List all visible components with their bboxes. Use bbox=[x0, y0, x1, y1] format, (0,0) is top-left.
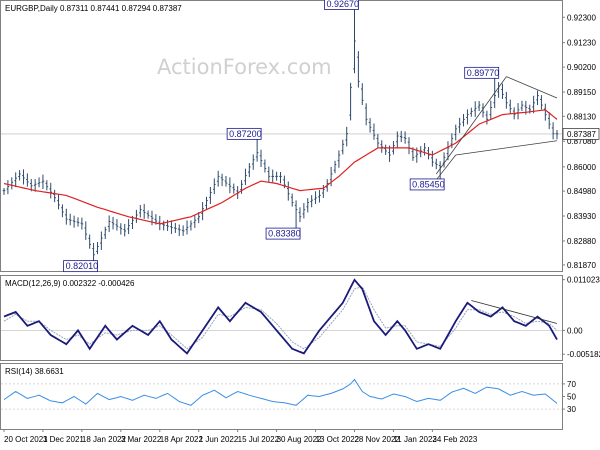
price-header: EURGBP,Daily 0.87311 0.87441 0.87294 0.8… bbox=[5, 4, 182, 13]
macd-line bbox=[3, 278, 558, 355]
annotation-box bbox=[63, 260, 98, 273]
macd-y-tick-label: 0.011023 bbox=[567, 276, 600, 285]
annotation-label: 0.87200 bbox=[229, 129, 262, 139]
price-y-tick-label: 0.83930 bbox=[567, 212, 596, 221]
price-annotations: 0.82010 0.87200 0.83380 0.92670 0.85450 0.897… bbox=[63, 0, 500, 273]
channel-line bbox=[455, 140, 558, 156]
date-tick-label: 3 Mar 2022 bbox=[121, 435, 162, 444]
moving-average bbox=[3, 109, 558, 225]
rsi-y-tick-label: 70 bbox=[567, 380, 576, 389]
annotation-label: 0.92670 bbox=[326, 0, 359, 9]
price-panel-frame bbox=[0, 0, 563, 272]
annotation-box bbox=[409, 178, 445, 191]
rsi-panel-frame bbox=[0, 363, 563, 430]
price-y-tick-label: 0.81870 bbox=[567, 261, 596, 270]
price-y-tick-label: 0.87080 bbox=[567, 137, 596, 146]
last-price-label: 0.87387 bbox=[567, 130, 596, 139]
annotation-box bbox=[324, 0, 359, 10]
rsi-y-tick-label: 30 bbox=[567, 405, 576, 414]
macd-lines bbox=[1, 278, 562, 355]
date-tick-label: 11 Jan 2023 bbox=[393, 435, 437, 444]
macd-y-tick-label: -0.005182 bbox=[567, 350, 600, 359]
annotation-box bbox=[226, 127, 262, 140]
date-tick-label: 3 Dec 2021 bbox=[43, 435, 84, 444]
channel-line bbox=[506, 76, 558, 99]
annotation-box bbox=[265, 227, 301, 240]
date-tick-label: 18 Apr 2022 bbox=[160, 435, 204, 444]
macd-y-tick-label: 0.00 bbox=[567, 326, 583, 335]
price-y-tick-label: 0.88130 bbox=[567, 112, 596, 121]
price-y-tick-label: 0.86000 bbox=[567, 163, 596, 172]
price-y-tick-label: 0.82880 bbox=[567, 237, 596, 246]
annotation-label: 0.83380 bbox=[268, 229, 301, 239]
macd-header: MACD(12,26,9) 0.002322 -0.000426 bbox=[5, 279, 135, 288]
annotation-label: 0.89770 bbox=[467, 68, 500, 78]
price-y-tick-label: 0.91230 bbox=[567, 39, 596, 48]
watermark: ActionForex.com bbox=[157, 55, 332, 79]
price-y-tick-label: 0.89150 bbox=[567, 88, 596, 97]
annotation-label: 0.85450 bbox=[412, 179, 445, 189]
channel-line bbox=[435, 76, 507, 175]
rsi-line bbox=[3, 378, 558, 406]
price-bars bbox=[2, 8, 559, 262]
rsi-y-axis: 70 50 30 bbox=[562, 380, 576, 414]
price-channel bbox=[435, 76, 558, 181]
last-price-line: 0.87387 bbox=[1, 128, 600, 140]
annotation-box bbox=[464, 66, 500, 79]
date-tick-label: 28 Nov 2022 bbox=[354, 435, 400, 444]
macd-y-axis: 0.011023 0.00 -0.005182 bbox=[562, 276, 600, 359]
rsi-lines bbox=[1, 378, 562, 410]
price-y-tick-label: 0.84980 bbox=[567, 187, 596, 196]
rsi-y-tick-label: 50 bbox=[567, 393, 576, 402]
date-tick-label: 13 Oct 2022 bbox=[316, 435, 360, 444]
price-y-tick-label: 0.92300 bbox=[567, 13, 596, 22]
macd-signal-line bbox=[3, 286, 558, 350]
date-tick-label: 15 Jul 2022 bbox=[238, 435, 280, 444]
price-y-axis: 0.92300 0.91230 0.90200 0.89150 0.88130 0.870… bbox=[562, 13, 596, 270]
date-tick-label: 24 Feb 2023 bbox=[432, 435, 477, 444]
last-price-box bbox=[562, 128, 600, 140]
date-tick-label: 1 Jun 2022 bbox=[199, 435, 239, 444]
rsi-header: RSI(14) 38.6631 bbox=[5, 367, 64, 376]
moving-average-line bbox=[3, 109, 558, 225]
date-tick-label: 30 Aug 2022 bbox=[277, 435, 322, 444]
macd-panel-frame bbox=[0, 275, 563, 361]
annotation-label: 0.82010 bbox=[66, 261, 99, 271]
macd-trend-line bbox=[471, 300, 558, 324]
price-y-tick-label: 0.90200 bbox=[567, 63, 596, 72]
channel-line bbox=[435, 154, 457, 181]
date-tick-label: 18 Jan 2022 bbox=[82, 435, 127, 444]
date-tick-label: 20 Oct 2021 bbox=[4, 435, 48, 444]
